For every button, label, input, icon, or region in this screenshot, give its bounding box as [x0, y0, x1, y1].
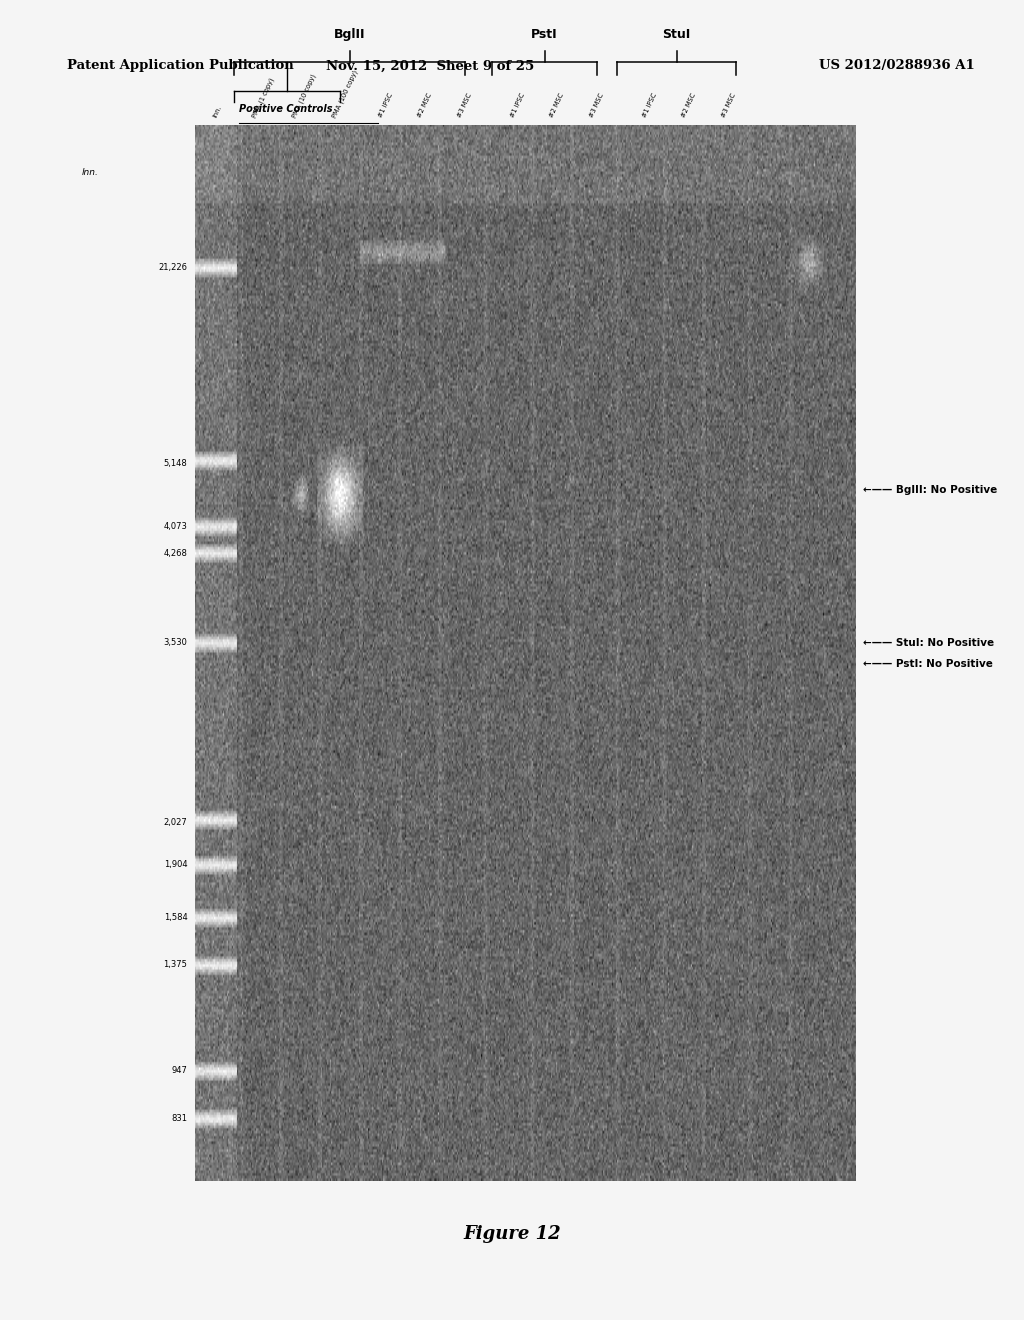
Text: 2,027: 2,027 — [164, 818, 187, 826]
Text: 21,226: 21,226 — [159, 264, 187, 272]
Text: 4,268: 4,268 — [164, 549, 187, 557]
Text: ←—— StuI: No Positive: ←—— StuI: No Positive — [863, 638, 994, 648]
Text: ←—— BglII: No Positive: ←—— BglII: No Positive — [863, 484, 997, 495]
Text: ←—— PstI: No Positive: ←—— PstI: No Positive — [863, 659, 993, 669]
Text: #2 MSC: #2 MSC — [417, 92, 433, 119]
Text: BglII: BglII — [334, 28, 366, 41]
Text: #3 MSC: #3 MSC — [589, 92, 605, 119]
Text: #1 iPSC: #1 iPSC — [377, 92, 393, 119]
Text: #2 MSC: #2 MSC — [549, 92, 565, 119]
Text: 831: 831 — [171, 1114, 187, 1122]
Text: #3 MSC: #3 MSC — [457, 92, 473, 119]
Text: #1 iPSC: #1 iPSC — [641, 92, 657, 119]
Text: 5,148: 5,148 — [164, 459, 187, 467]
Text: lnn.: lnn. — [212, 104, 222, 119]
Text: Patent Application Publication: Patent Application Publication — [67, 59, 293, 73]
Text: 947: 947 — [171, 1067, 187, 1074]
Text: StuI: StuI — [663, 28, 691, 41]
Text: 1,584: 1,584 — [164, 913, 187, 921]
Text: PMA (100 copy): PMA (100 copy) — [331, 69, 358, 119]
Text: Nov. 15, 2012  Sheet 9 of 25: Nov. 15, 2012 Sheet 9 of 25 — [326, 59, 535, 73]
Text: lnn.: lnn. — [82, 169, 98, 177]
Text: #1 iPSC: #1 iPSC — [509, 92, 525, 119]
Text: #2 MSC: #2 MSC — [681, 92, 697, 119]
Text: US 2012/0288936 A1: US 2012/0288936 A1 — [819, 59, 975, 73]
Text: Figure 12: Figure 12 — [463, 1225, 561, 1243]
Text: 1,904: 1,904 — [164, 861, 187, 869]
Text: 4,073: 4,073 — [164, 523, 187, 531]
Text: PstI: PstI — [531, 28, 558, 41]
Text: #3 MSC: #3 MSC — [721, 92, 737, 119]
Text: PMA (1 copy): PMA (1 copy) — [252, 77, 275, 119]
Text: 3,530: 3,530 — [164, 639, 187, 647]
Text: PMA (10 copy): PMA (10 copy) — [291, 73, 317, 119]
Text: Positive Controls: Positive Controls — [240, 104, 333, 115]
Text: 1,375: 1,375 — [164, 961, 187, 969]
